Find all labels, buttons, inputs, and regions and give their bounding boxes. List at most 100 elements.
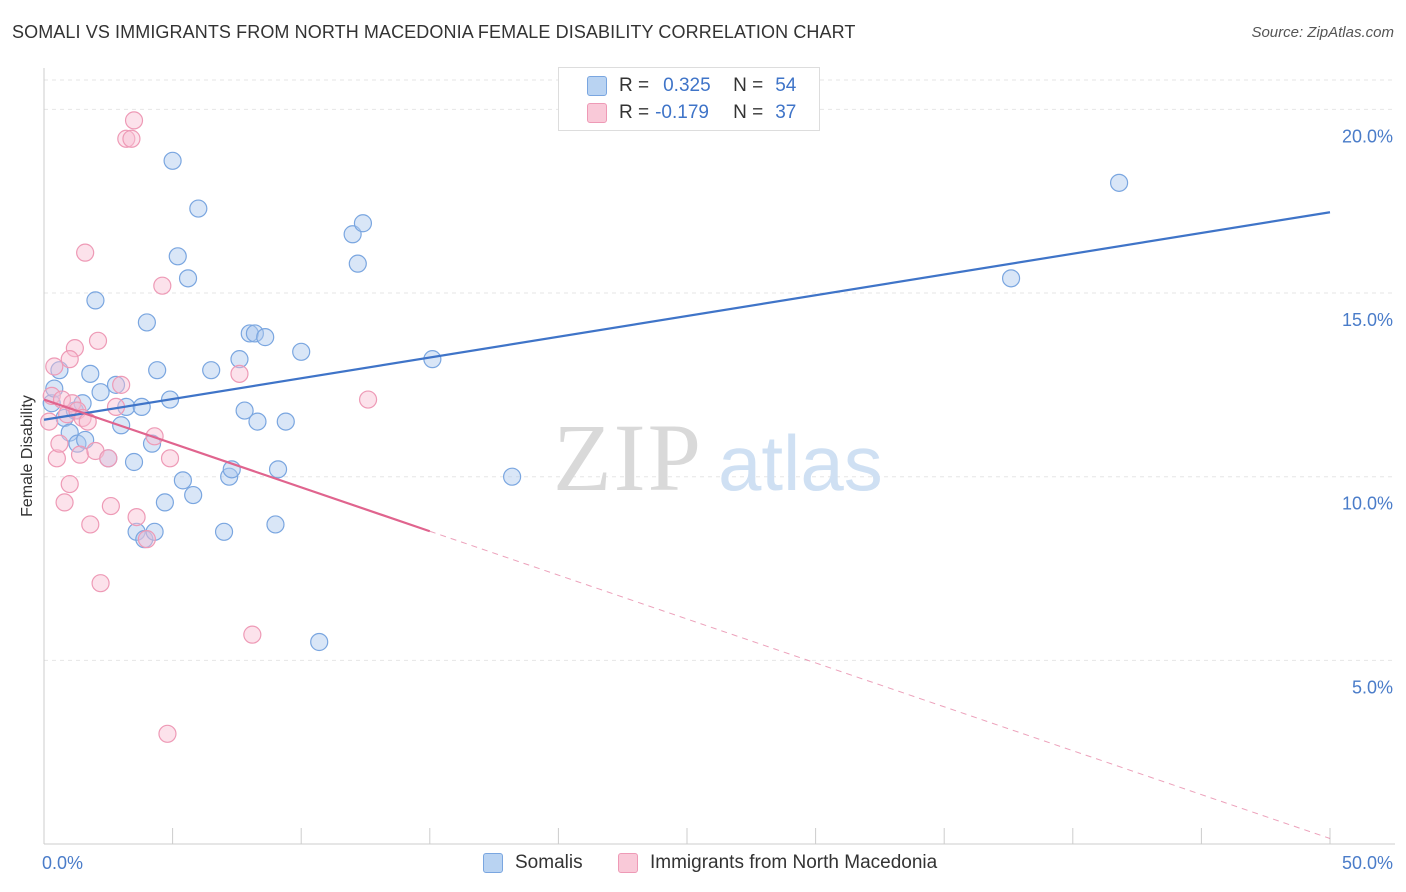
- point-macedonia: [358, 390, 378, 409]
- trend-somalis-solid: [43, 211, 1331, 421]
- point-somalis: [163, 151, 182, 170]
- point-somalis: [1001, 269, 1021, 288]
- point-macedonia: [243, 625, 262, 644]
- point-somalis: [248, 412, 267, 431]
- legend-r-label: R =: [619, 102, 650, 123]
- point-macedonia: [101, 496, 120, 516]
- point-macedonia: [50, 434, 69, 453]
- series-legend: Somalis Immigrants from North Macedonia: [0, 850, 1406, 880]
- legend-r-value-macedonia: -0.179: [655, 102, 709, 123]
- point-somalis: [184, 485, 203, 505]
- point-macedonia: [60, 350, 79, 369]
- legend-swatch-somalis: [587, 76, 607, 96]
- point-somalis: [240, 324, 259, 343]
- point-somalis: [148, 361, 167, 380]
- legend-swatch-macedonia: [587, 103, 607, 123]
- y-tick-label: 5.0%: [1352, 677, 1393, 697]
- point-somalis: [220, 467, 239, 486]
- y-tick-label: 15.0%: [1342, 310, 1393, 330]
- point-somalis: [348, 254, 367, 273]
- point-macedonia: [122, 129, 141, 148]
- point-somalis: [230, 350, 249, 369]
- point-somalis: [91, 383, 110, 402]
- point-macedonia: [127, 507, 146, 527]
- legend-n-value-somalis: 54: [775, 75, 797, 96]
- watermark-atlas: atlas: [718, 419, 883, 507]
- point-macedonia: [230, 364, 249, 383]
- point-somalis: [353, 214, 373, 233]
- legend-item-macedonia[interactable]: Immigrants from North Macedonia: [618, 852, 937, 874]
- trend-lines: [43, 211, 1331, 839]
- legend-r-value-somalis: 0.325: [663, 75, 711, 96]
- point-somalis: [145, 522, 164, 541]
- point-somalis: [310, 632, 329, 652]
- legend-label-macedonia: Immigrants from North Macedonia: [650, 852, 938, 873]
- y-tick-label: 10.0%: [1342, 494, 1393, 514]
- point-macedonia: [153, 276, 172, 295]
- point-macedonia: [117, 129, 136, 148]
- legend-r-label: R =: [619, 75, 650, 96]
- x-tick-label-left: 0.0%: [42, 853, 83, 873]
- trend-macedonia-dashed: [429, 530, 1331, 839]
- watermark: ZIP atlas: [553, 404, 883, 511]
- y-axis-label: Female Disability: [19, 395, 36, 517]
- point-somalis: [142, 434, 162, 453]
- point-macedonia: [76, 243, 95, 262]
- data-points: [40, 111, 1129, 743]
- axes: [43, 68, 1395, 845]
- point-macedonia: [55, 493, 74, 512]
- legend-swatch-macedonia: [618, 853, 638, 873]
- point-macedonia: [45, 357, 64, 376]
- point-somalis: [178, 269, 198, 288]
- point-somalis: [127, 522, 146, 541]
- legend-n-label: N =: [733, 102, 764, 123]
- point-macedonia: [137, 530, 156, 549]
- y-tick-labels: 5.0% 10.0% 15.0% 20.0%: [1342, 126, 1393, 697]
- trend-macedonia-solid: [43, 398, 431, 533]
- legend-n-value-macedonia: 37: [775, 102, 797, 123]
- point-somalis: [132, 397, 151, 417]
- point-macedonia: [91, 574, 110, 593]
- point-somalis: [1109, 173, 1129, 192]
- point-macedonia: [47, 449, 66, 468]
- point-somalis: [214, 522, 234, 541]
- point-somalis: [268, 460, 288, 479]
- point-somalis: [81, 364, 100, 383]
- point-macedonia: [40, 412, 59, 431]
- y-tick-label: 20.0%: [1342, 126, 1393, 146]
- legend-row-somalis: R = 0.325 N = 54: [559, 73, 796, 99]
- chart-source: Source: ZipAtlas.com: [1251, 24, 1394, 41]
- point-somalis: [124, 452, 144, 472]
- point-somalis: [245, 324, 265, 343]
- legend-n-label: N =: [733, 75, 764, 96]
- legend-row-macedonia: R = -0.179 N = 37: [559, 100, 796, 126]
- point-macedonia: [60, 474, 79, 494]
- chart-title: SOMALI VS IMMIGRANTS FROM NORTH MACEDONI…: [12, 22, 856, 42]
- point-somalis: [137, 313, 156, 332]
- point-macedonia: [70, 445, 90, 464]
- point-macedonia: [81, 515, 100, 534]
- point-macedonia: [158, 724, 177, 743]
- point-somalis: [256, 328, 275, 347]
- point-somalis: [235, 401, 254, 420]
- point-macedonia: [124, 111, 144, 130]
- correlation-legend: R = 0.325 N = 54 R = -0.179 N = 37: [558, 67, 820, 131]
- point-macedonia: [99, 449, 118, 468]
- x-tick-label-right: 50.0%: [1342, 853, 1393, 873]
- point-somalis: [503, 467, 522, 486]
- point-somalis: [168, 247, 187, 266]
- point-somalis: [155, 493, 174, 512]
- point-somalis: [189, 199, 208, 218]
- legend-swatch-somalis: [483, 853, 503, 873]
- point-somalis: [202, 361, 221, 380]
- point-somalis: [266, 515, 285, 534]
- point-macedonia: [112, 375, 131, 394]
- watermark-zip: ZIP: [553, 404, 703, 511]
- point-somalis: [106, 375, 126, 394]
- point-somalis: [292, 342, 311, 361]
- point-macedonia: [160, 449, 180, 468]
- point-somalis: [86, 291, 105, 310]
- point-somalis: [173, 471, 192, 490]
- legend-item-somalis[interactable]: Somalis: [483, 852, 583, 874]
